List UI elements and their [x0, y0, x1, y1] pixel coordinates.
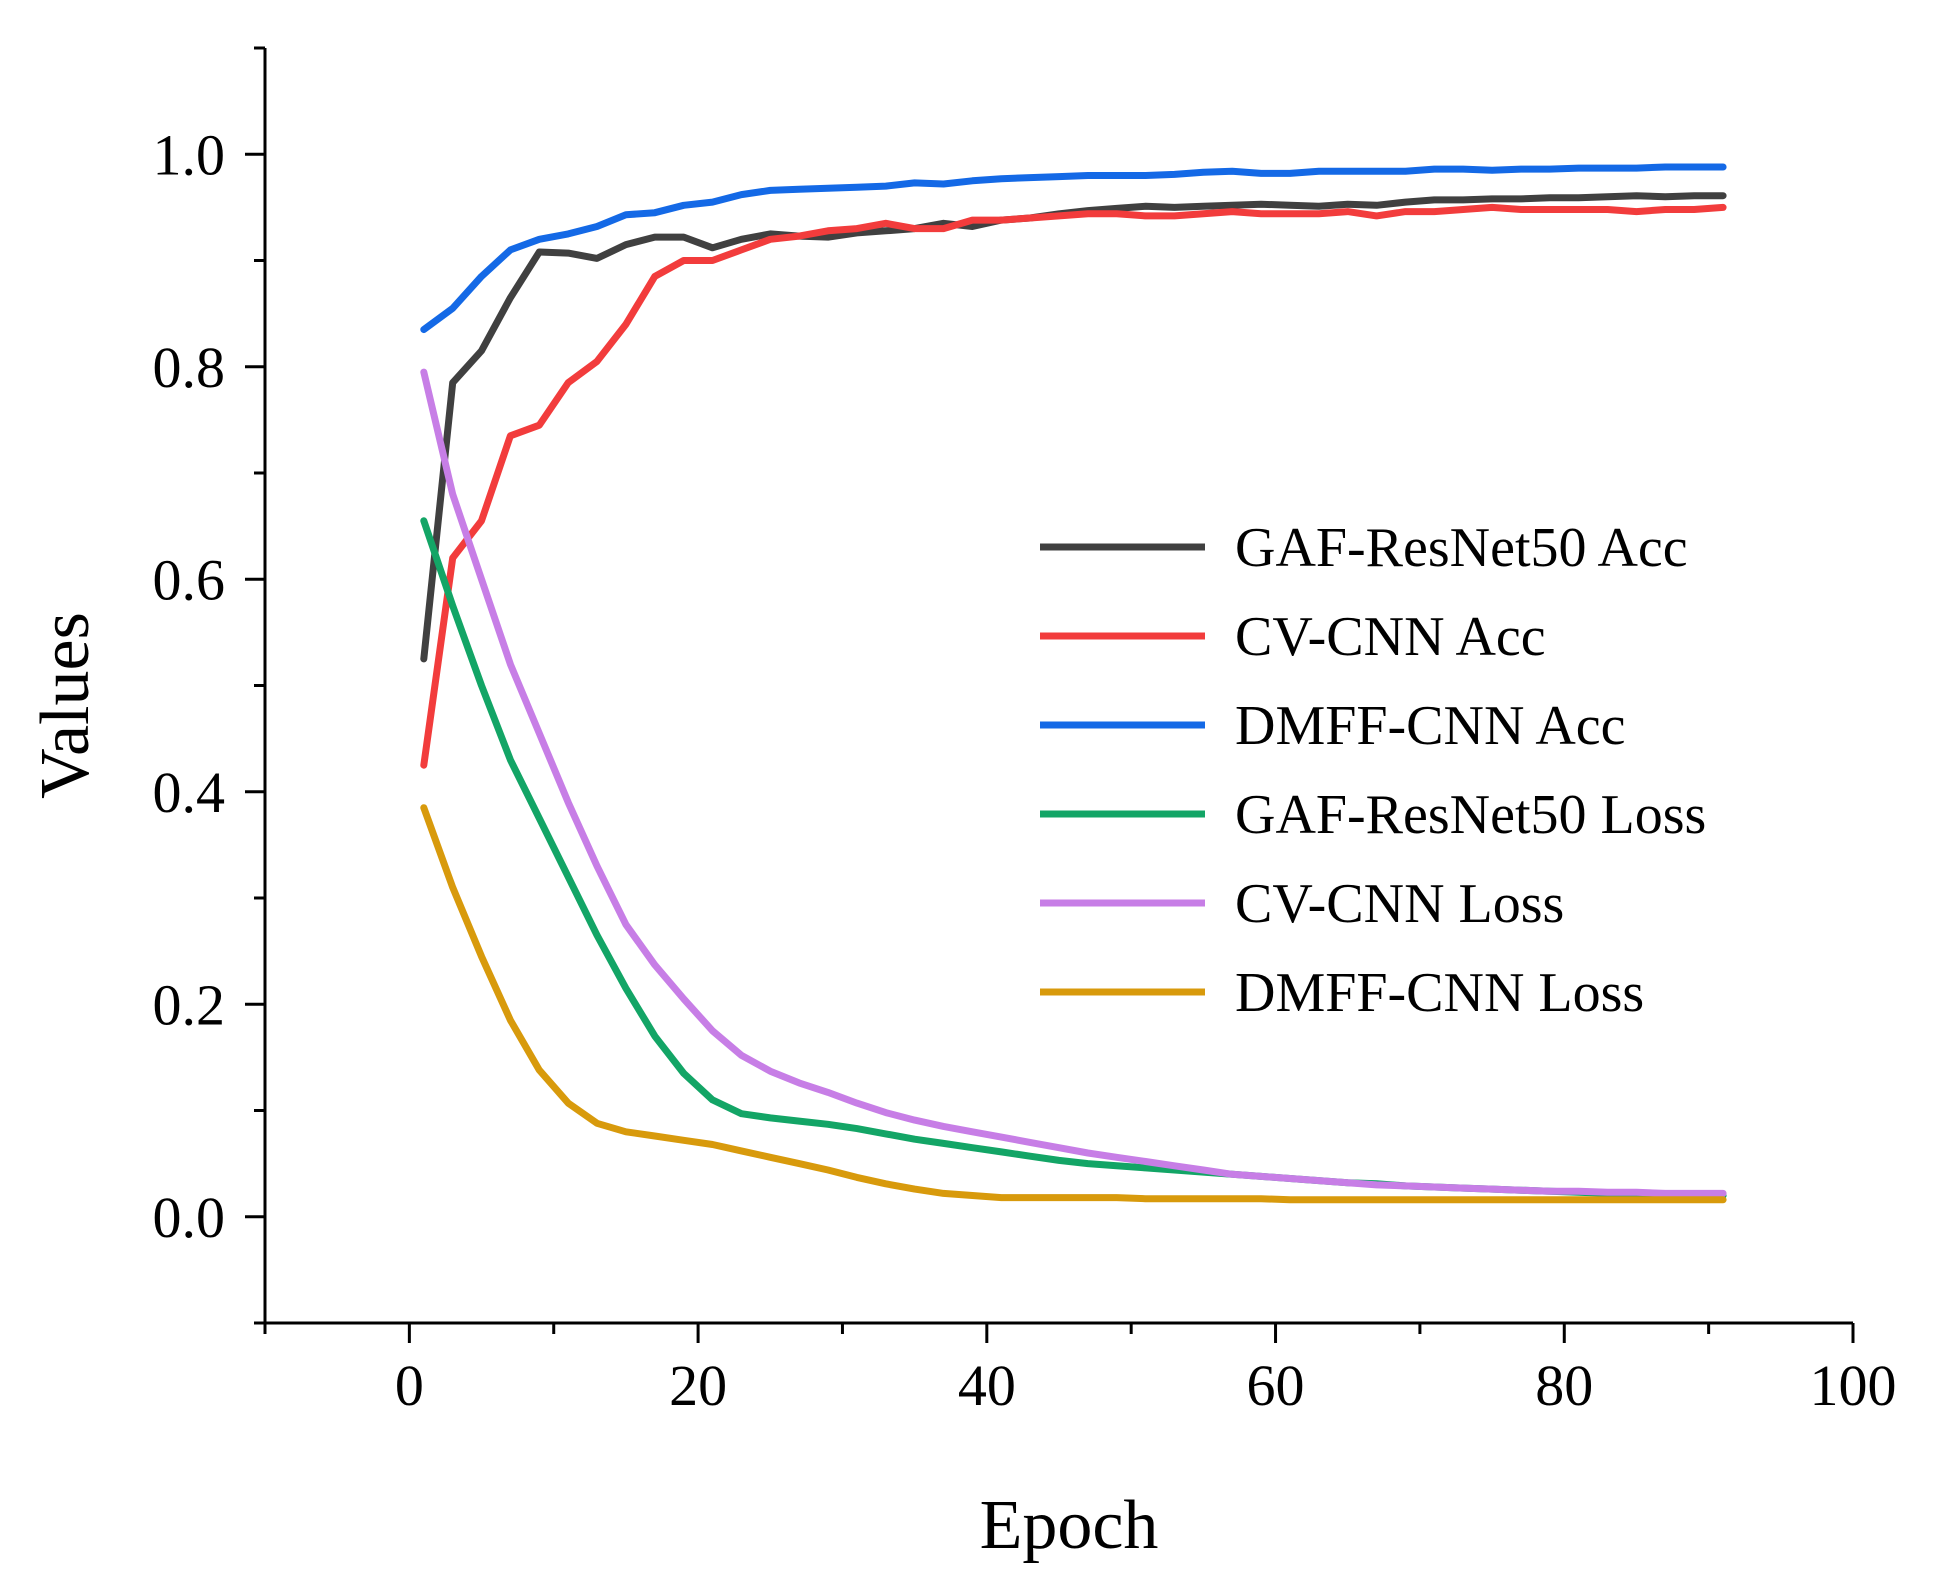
- y-tick-label: 0.2: [153, 972, 226, 1037]
- legend-label: DMFF-CNN Acc: [1235, 695, 1625, 757]
- y-tick-label: 0.8: [153, 335, 226, 400]
- y-tick-label: 0.6: [153, 547, 226, 612]
- series-line-dmff-cnn-acc: [420, 163, 1727, 334]
- x-axis-title: Epoch: [980, 1487, 1159, 1564]
- x-tick-label: 80: [1535, 1353, 1593, 1418]
- series-line-dmff-cnn-loss: [420, 804, 1727, 1204]
- y-tick-label: 0.4: [153, 760, 226, 825]
- x-tick-label: 100: [1810, 1353, 1897, 1418]
- x-tick-label: 60: [1247, 1353, 1305, 1418]
- y-axis-title: Values: [27, 612, 104, 799]
- legend-label: GAF-ResNet50 Acc: [1235, 517, 1688, 579]
- legend-label: CV-CNN Loss: [1235, 873, 1564, 935]
- x-tick-label: 0: [395, 1353, 424, 1418]
- series-line-cv-cnn-acc: [420, 203, 1727, 769]
- axes: 0.0 0.2 0.4 0.6 0.8 1.0 0 20 40 60 80 100: [153, 46, 1897, 1418]
- legend-label: CV-CNN Acc: [1235, 606, 1546, 668]
- legend: GAF-ResNet50 Acc CV-CNN Acc DMFF-CNN Acc GA…: [1040, 517, 1706, 1024]
- y-tick-label: 0.0: [153, 1185, 226, 1250]
- y-tick-label: 1.0: [153, 122, 226, 187]
- series-line-gaf-resnet50-acc: [420, 192, 1727, 663]
- x-tick-label: 20: [669, 1353, 727, 1418]
- series-lines: [420, 163, 1727, 1204]
- legend-label: GAF-ResNet50 Loss: [1235, 784, 1706, 846]
- legend-label: DMFF-CNN Loss: [1235, 962, 1644, 1024]
- series-line-cv-cnn-loss: [420, 368, 1727, 1197]
- x-tick-label: 40: [958, 1353, 1016, 1418]
